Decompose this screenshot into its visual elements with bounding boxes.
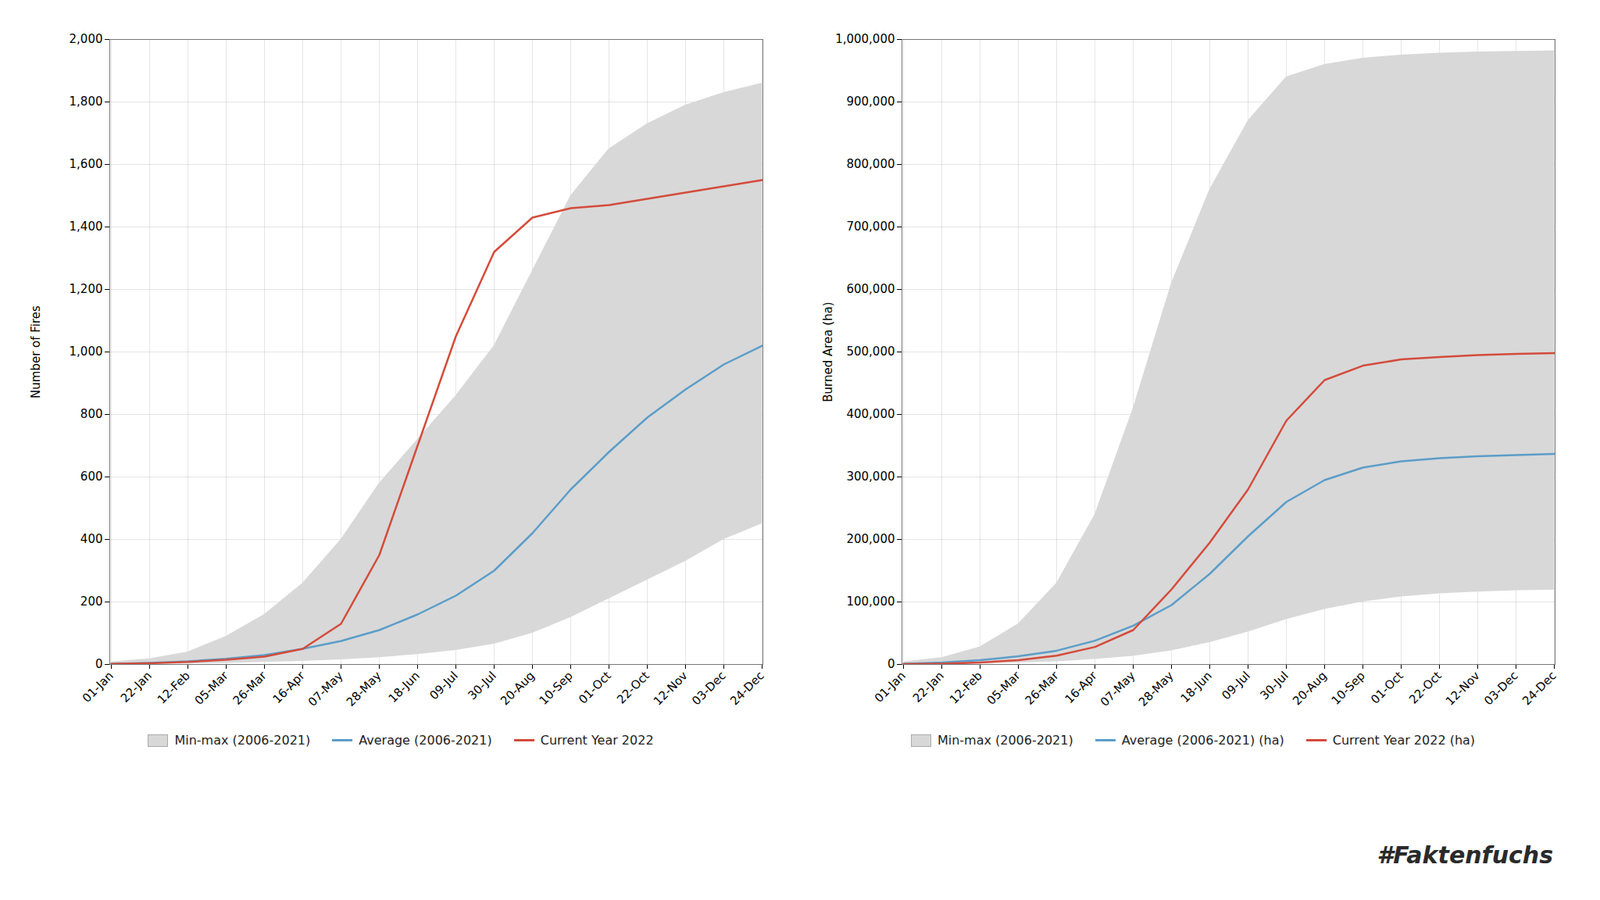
svg-text:0: 0 [95, 657, 104, 672]
svg-text:24-Dec: 24-Dec [727, 668, 768, 709]
svg-text:1,400: 1,400 [69, 219, 104, 234]
svg-text:09-Jul: 09-Jul [426, 668, 461, 703]
svg-text:18-Jun: 18-Jun [385, 668, 423, 706]
svg-text:600: 600 [80, 469, 104, 484]
svg-text:800,000: 800,000 [846, 157, 895, 172]
svg-text:16-Apr: 16-Apr [270, 667, 309, 707]
svg-text:03-Dec: 03-Dec [1481, 668, 1522, 709]
svg-text:28-May: 28-May [343, 668, 385, 710]
svg-text:800: 800 [80, 407, 104, 422]
svg-text:400,000: 400,000 [846, 407, 895, 422]
html-text:Min-max (2006-2021): Min-max (2006-2021) [937, 732, 1074, 748]
svg-text:01-Oct: 01-Oct [1367, 668, 1407, 708]
svg-text:200,000: 200,000 [846, 532, 895, 547]
svg-text:10-Sep: 10-Sep [536, 668, 576, 708]
svg-text:12-Feb: 12-Feb [946, 668, 986, 708]
svg-text:05-Mar: 05-Mar [984, 667, 1025, 708]
svg-text:500,000: 500,000 [846, 344, 895, 359]
svg-text:07-May: 07-May [305, 668, 347, 710]
svg-text:600,000: 600,000 [846, 282, 895, 297]
svg-text:30-Jul: 30-Jul [464, 668, 499, 703]
svg-text:200: 200 [80, 594, 104, 609]
svg-text:1,200: 1,200 [69, 282, 104, 297]
svg-text:Burned Area (ha): Burned Area (ha) [821, 301, 836, 402]
html-text:#Faktenfuchs: #Faktenfuchs [1376, 841, 1554, 869]
svg-text:2,000: 2,000 [69, 32, 104, 47]
svg-text:18-Jun: 18-Jun [1178, 668, 1215, 706]
svg-text:24-Dec: 24-Dec [1519, 668, 1560, 709]
svg-text:22-Oct: 22-Oct [614, 668, 653, 708]
svg-text:Number of Fires: Number of Fires [28, 305, 43, 399]
svg-text:09-Jul: 09-Jul [1218, 668, 1253, 703]
svg-text:01-Oct: 01-Oct [575, 668, 615, 708]
svg-text:700,000: 700,000 [846, 219, 895, 234]
svg-text:01-Jan: 01-Jan [871, 668, 909, 706]
svg-text:12-Nov: 12-Nov [1442, 668, 1483, 709]
html-text:Average (2006-2021): Average (2006-2021) [358, 732, 492, 748]
svg-text:12-Feb: 12-Feb [154, 668, 193, 708]
svg-text:05-Mar: 05-Mar [192, 667, 233, 708]
svg-text:12-Nov: 12-Nov [650, 668, 691, 709]
svg-text:28-May: 28-May [1135, 668, 1177, 710]
svg-text:26-Mar: 26-Mar [1022, 667, 1063, 708]
svg-text:30-Jul: 30-Jul [1257, 668, 1291, 703]
svg-text:1,600: 1,600 [69, 157, 104, 172]
svg-text:10-Sep: 10-Sep [1328, 668, 1368, 708]
html-text:Average (2006-2021) (ha): Average (2006-2021) (ha) [1121, 732, 1285, 748]
svg-text:1,000: 1,000 [69, 344, 104, 359]
svg-text:03-Dec: 03-Dec [689, 668, 729, 709]
svg-text:22-Jan: 22-Jan [117, 668, 155, 706]
svg-text:01-Jan: 01-Jan [79, 668, 117, 706]
html-text:Current Year 2022: Current Year 2022 [540, 732, 654, 748]
svg-text:900,000: 900,000 [846, 94, 895, 109]
svg-text:22-Jan: 22-Jan [910, 668, 947, 706]
html-text:Current Year 2022 (ha): Current Year 2022 (ha) [1332, 732, 1476, 748]
svg-text:400: 400 [80, 532, 104, 547]
svg-text:0: 0 [887, 657, 896, 672]
svg-text:20-Aug: 20-Aug [497, 668, 538, 709]
svg-text:16-Apr: 16-Apr [1062, 667, 1101, 707]
svg-text:1,800: 1,800 [69, 94, 104, 109]
svg-text:1,000,000: 1,000,000 [835, 32, 895, 47]
svg-text:22-Oct: 22-Oct [1406, 668, 1445, 708]
html-text:Min-max (2006-2021): Min-max (2006-2021) [174, 732, 311, 748]
svg-text:300,000: 300,000 [846, 469, 895, 484]
svg-text:07-May: 07-May [1097, 668, 1139, 710]
svg-text:20-Aug: 20-Aug [1289, 668, 1330, 709]
svg-text:26-Mar: 26-Mar [230, 667, 271, 708]
svg-text:100,000: 100,000 [846, 594, 895, 609]
